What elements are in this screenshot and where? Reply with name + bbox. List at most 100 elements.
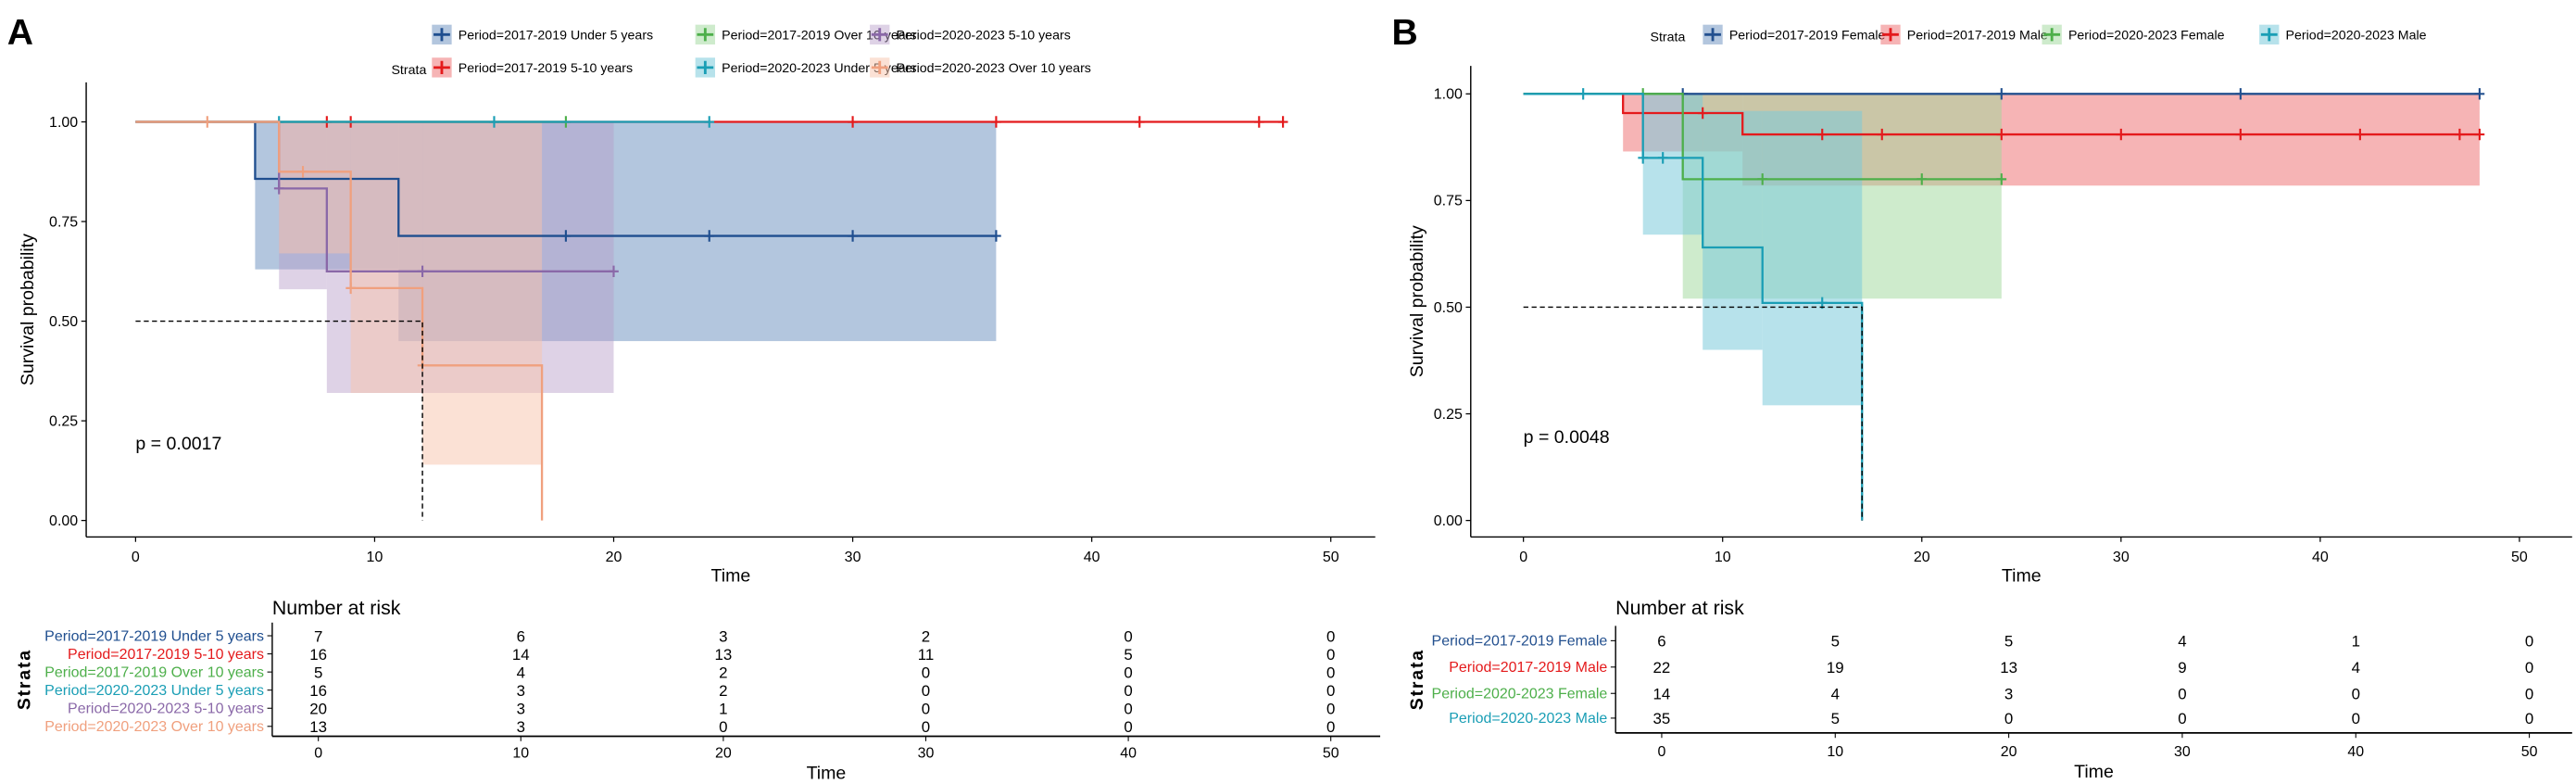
- censor-mark: [1996, 88, 2007, 100]
- risk-x-tick-label: 40: [2347, 744, 2364, 760]
- legend-item: Period=2017-2019 Over 10 years: [695, 24, 917, 44]
- risk-count: 6: [1657, 633, 1665, 651]
- p-value: p = 0.0048: [1524, 427, 1610, 448]
- risk-count: 0: [2352, 685, 2360, 702]
- risk-count: 19: [1827, 659, 1844, 677]
- censor-mark: [704, 116, 715, 128]
- risk-count: 4: [1831, 685, 1840, 702]
- censor-mark: [1877, 128, 1888, 141]
- risk-count: 20: [309, 700, 327, 717]
- risk-row-label: Period=2020-2023 Under 5 years: [44, 683, 264, 699]
- confidence-band: [1703, 110, 1763, 350]
- risk-count: 0: [922, 682, 930, 700]
- censor-mark: [1253, 116, 1264, 128]
- legend: Strata Period=2017-2019 Female Period=2017…: [1651, 24, 2427, 44]
- risk-count: 4: [517, 664, 525, 681]
- legend-label: Period=2020-2023 Male: [2286, 29, 2427, 44]
- risk-x-tick-label: 30: [2174, 744, 2191, 760]
- risk-row-label: Period=2020-2023 Over 10 years: [44, 719, 264, 735]
- censor-mark: [1916, 173, 1928, 185]
- legend-item: Period=2020-2023 Female: [2042, 24, 2225, 44]
- censor-mark: [489, 116, 499, 128]
- risk-count: 0: [2525, 659, 2533, 677]
- legend-label: Period=2020-2023 Over 10 years: [897, 61, 1091, 76]
- risk-count: 0: [922, 718, 930, 736]
- x-tick-label: 20: [1914, 550, 1930, 565]
- risk-row-label: Period=2017-2019 5-10 years: [68, 647, 264, 663]
- risk-count: 13: [714, 646, 732, 664]
- censor-mark: [1757, 173, 1768, 185]
- panel-b: B Strata Period=2017-2019 Female Period=201…: [1391, 13, 2572, 782]
- legend-label: Period=2017-2019 5-10 years: [459, 61, 633, 76]
- x-tick-label: 50: [2511, 550, 2528, 565]
- y-tick-label: 0.00: [49, 513, 78, 529]
- risk-y-axis-title: Strata: [1407, 649, 1427, 710]
- y-axis-title: Survival probability: [18, 234, 38, 386]
- risk-count: 22: [1653, 659, 1671, 677]
- y-axis-title: Survival probability: [1407, 225, 1427, 377]
- legend-key-cross-icon: [1704, 28, 1721, 42]
- legend-item: Period=2020-2023 Under 5 years: [695, 57, 917, 78]
- x-tick-label: 50: [1323, 550, 1339, 565]
- risk-count: 13: [2000, 659, 2017, 677]
- risk-x-tick-label: 0: [1658, 744, 1666, 760]
- risk-count: 0: [2525, 710, 2533, 727]
- risk-row-label: Period=2020-2023 5-10 years: [68, 702, 264, 717]
- legend-key-cross-icon: [2260, 28, 2278, 42]
- x-tick-label: 10: [1715, 550, 1731, 565]
- legend: Strata Period=2017-2019 Under 5 years Peri…: [391, 24, 1091, 78]
- risk-count: 0: [1326, 700, 1335, 717]
- risk-count: 0: [2178, 685, 2186, 702]
- risk-count: 5: [314, 664, 322, 681]
- censor-mark: [1697, 107, 1708, 120]
- censor-mark: [848, 230, 858, 242]
- censor-mark: [1134, 116, 1145, 128]
- censor-mark: [1816, 128, 1828, 141]
- risk-row-label: Period=2020-2023 Male: [1449, 711, 1607, 727]
- censor-mark: [2116, 128, 2127, 141]
- legend-item: Period=2017-2019 Female: [1703, 24, 1885, 44]
- legend-label: Period=2020-2023 Female: [2068, 29, 2225, 44]
- risk-row-label: Period=2017-2019 Under 5 years: [44, 628, 264, 644]
- censor-mark: [2235, 88, 2246, 100]
- risk-x-tick-label: 10: [512, 746, 529, 762]
- x-tick-label: 10: [367, 550, 383, 565]
- risk-count: 0: [719, 718, 727, 736]
- risk-row-label: Period=2017-2019 Female: [1432, 634, 1608, 650]
- censor-mark: [2474, 128, 2485, 141]
- censor-mark: [417, 265, 428, 278]
- risk-count: 0: [1124, 682, 1132, 700]
- censor-mark: [991, 116, 1001, 128]
- risk-x-axis-title: Time: [2074, 762, 2114, 782]
- y-tick-label: 0.50: [49, 314, 78, 330]
- legend-item: Period=2020-2023 Male: [2259, 24, 2427, 44]
- p-value: p = 0.0017: [135, 434, 221, 454]
- censor-mark: [560, 230, 572, 242]
- risk-row-label: Period=2017-2019 Over 10 years: [44, 664, 264, 680]
- risk-x-tick-label: 20: [2001, 744, 2017, 760]
- risk-x-tick-label: 50: [2521, 744, 2538, 760]
- risk-count: 14: [512, 646, 530, 664]
- risk-count: 0: [1124, 700, 1132, 717]
- risk-count: 0: [2525, 633, 2533, 651]
- risk-y-axis-title: Strata: [15, 649, 35, 710]
- risk-count: 3: [2004, 685, 2013, 702]
- risk-x-tick-label: 30: [918, 746, 935, 762]
- legend-item: Period=2017-2019 Under 5 years: [432, 24, 653, 44]
- y-tick-label: 0.00: [1434, 513, 1463, 529]
- risk-count: 0: [1124, 627, 1132, 645]
- censor-mark: [2235, 128, 2246, 141]
- risk-count: 3: [517, 700, 525, 717]
- risk-count: 0: [922, 664, 930, 681]
- risk-table-title: Number at risk: [272, 597, 401, 619]
- legend-item: Period=2020-2023 Over 10 years: [870, 57, 1091, 78]
- risk-count: 1: [719, 700, 727, 717]
- risk-x-axis-title: Time: [807, 764, 847, 784]
- risk-count: 0: [1326, 664, 1335, 681]
- censor-mark: [346, 282, 356, 295]
- x-tick-label: 0: [132, 550, 140, 565]
- risk-count: 11: [918, 646, 935, 664]
- confidence-band: [350, 121, 423, 393]
- censor-mark: [1577, 88, 1589, 100]
- risk-count: 14: [1653, 685, 1671, 702]
